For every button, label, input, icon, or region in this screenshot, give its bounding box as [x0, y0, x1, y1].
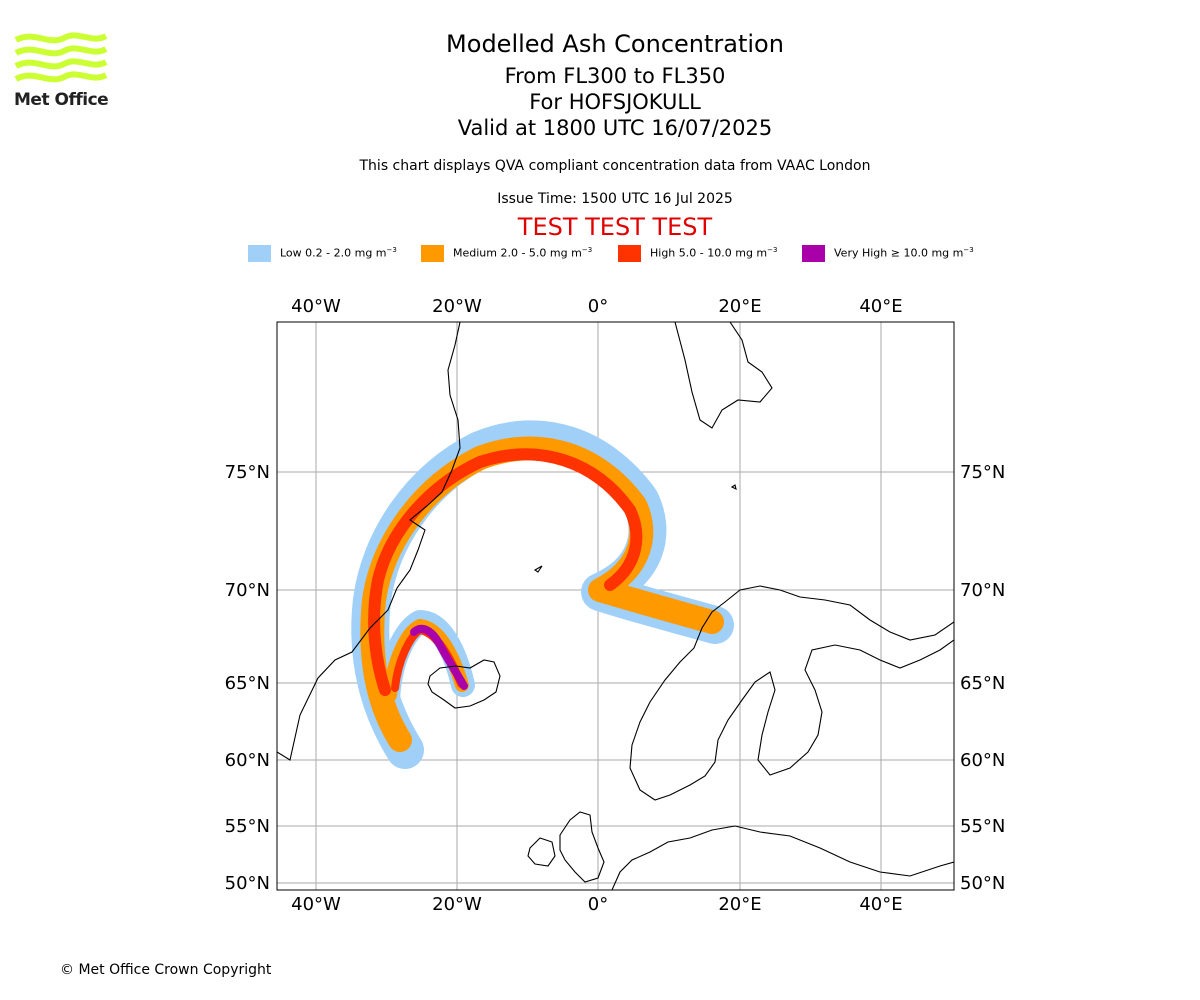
legend-label-high: High 5.0 - 10.0 mg m−3	[650, 246, 778, 260]
logo-wave	[14, 32, 108, 44]
legend-swatch-low	[248, 245, 271, 262]
map-frame	[276, 321, 955, 891]
ireland-coast	[527, 837, 556, 867]
ash-high-band	[368, 448, 643, 696]
longitude-label: 20°W	[432, 894, 482, 915]
svalbard-coast	[674, 322, 773, 429]
latitude-label: 60°N	[225, 750, 270, 771]
valid-time: Valid at 1800 UTC 16/07/2025	[457, 116, 773, 140]
flight-levels: From FL300 to FL350	[504, 64, 726, 88]
volcano-name: For HOFSJOKULL	[529, 90, 701, 114]
longitude-labels-bottom: 40°W 20°W 0° 20°E 40°E	[291, 894, 902, 915]
logo-wave	[14, 58, 108, 70]
coastlines	[277, 322, 954, 890]
copyright-notice: © Met Office Crown Copyright	[60, 962, 272, 978]
latitude-label: 75°N	[960, 462, 1005, 483]
bear-island	[730, 484, 737, 491]
latitude-label: 75°N	[225, 462, 270, 483]
issue-time: Issue Time: 1500 UTC 16 Jul 2025	[497, 191, 733, 207]
longitude-label: 20°E	[718, 894, 761, 915]
scandinavia-coast	[629, 585, 954, 801]
latitude-label: 65°N	[225, 673, 270, 694]
logo-wave	[14, 71, 108, 83]
latitude-label: 50°N	[960, 873, 1005, 894]
jan-mayen-island	[533, 565, 543, 573]
latitude-labels-right: 75°N 70°N 65°N 60°N 55°N 50°N	[960, 462, 1005, 894]
legend-swatch-very-high	[802, 245, 825, 262]
legend-swatch-high	[618, 245, 641, 262]
legend-label-very-high: Very High ≥ 10.0 mg m−3	[834, 246, 974, 260]
logo-text: Met Office	[14, 90, 109, 110]
latitude-label: 60°N	[960, 750, 1005, 771]
british-isles-coast	[559, 811, 605, 883]
ash-plume	[351, 420, 734, 769]
ash-very-high-core	[410, 624, 468, 690]
compliance-note: This chart displays QVA compliant concen…	[359, 158, 871, 174]
logo-wave	[14, 45, 108, 57]
greenland-coast	[277, 322, 461, 761]
met-office-logo: Met Office	[14, 30, 109, 112]
legend-swatch-medium	[421, 245, 444, 262]
europe-coast	[611, 825, 954, 890]
latitude-label: 70°N	[225, 580, 270, 601]
longitude-label: 40°W	[291, 296, 341, 317]
met-office-wave-icon	[14, 32, 108, 83]
chart-title: Modelled Ash Concentration	[446, 30, 784, 58]
longitude-label: 40°E	[859, 894, 902, 915]
longitude-label: 20°E	[718, 296, 761, 317]
longitude-label: 0°	[588, 296, 608, 317]
legend-label-low: Low 0.2 - 2.0 mg m−3	[280, 246, 397, 260]
latitude-label: 50°N	[225, 873, 270, 894]
latitude-label: 55°N	[225, 816, 270, 837]
latitude-label: 55°N	[960, 816, 1005, 837]
longitude-label: 40°W	[291, 894, 341, 915]
latitude-label: 70°N	[960, 580, 1005, 601]
longitude-label: 20°W	[432, 296, 482, 317]
test-banner: TEST TEST TEST	[517, 213, 713, 241]
latitude-label: 65°N	[960, 673, 1005, 694]
iceland-coast	[427, 659, 501, 709]
longitude-label: 40°E	[859, 296, 902, 317]
longitude-labels-top: 40°W 20°W 0° 20°E 40°E	[291, 296, 902, 317]
longitude-label: 0°	[588, 894, 608, 915]
latitude-labels-left: 75°N 70°N 65°N 60°N 55°N 50°N	[225, 462, 270, 894]
legend-label-medium: Medium 2.0 - 5.0 mg m−3	[453, 246, 593, 260]
